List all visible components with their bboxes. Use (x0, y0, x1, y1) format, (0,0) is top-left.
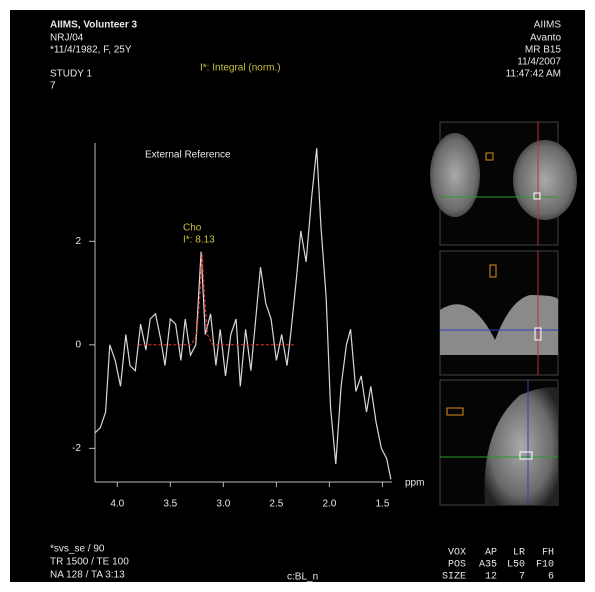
geometry-cell: A35 (479, 560, 497, 571)
x-axis-label: ppm (405, 478, 424, 489)
geometry-cell: AP (485, 548, 497, 559)
annotation: External Reference (145, 150, 231, 161)
screen: ppm External Reference Cho I*: 8.13 I*: … (0, 0, 595, 592)
patient-info: *11/4/1982, F, 25Y (50, 45, 132, 56)
y-tick-label: -2 (72, 443, 81, 454)
patient-name: AIIMS, Volunteer 3 (50, 20, 137, 31)
geometry-cell: POS (448, 560, 466, 571)
geometry-cell: LR (513, 548, 525, 559)
site-info: 11/4/2007 (517, 57, 561, 68)
geometry-cell: FH (542, 548, 554, 559)
geometry-cell: L50 (507, 560, 525, 571)
x-tick-label: 3.0 (216, 499, 230, 510)
image-panel (440, 380, 558, 505)
viewer: ppm External Reference Cho I*: 8.13 I*: … (0, 0, 595, 592)
sequence-info: TR 1500 / TE 100 (50, 557, 129, 568)
integral-label: I*: Integral (norm.) (200, 63, 281, 74)
geometry-cell: SIZE (442, 572, 466, 583)
study-info: STUDY 1 (50, 69, 92, 80)
image-panel (440, 251, 558, 375)
annotation: Cho (183, 223, 202, 234)
geometry-cell: 7 (519, 572, 525, 583)
x-tick-label: 3.5 (163, 499, 177, 510)
site-info: AIIMS (534, 20, 562, 31)
x-tick-label: 2.5 (269, 499, 283, 510)
site-info: Avanto (530, 33, 561, 44)
baseline-info: c:BL_n (287, 572, 318, 583)
sequence-info: NA 128 / TA 3:13 (50, 570, 125, 581)
geometry-cell: VOX (448, 548, 466, 559)
x-tick-label: 1.5 (376, 499, 390, 510)
y-tick-label: 0 (75, 339, 81, 350)
geometry-cell: F10 (536, 560, 554, 571)
study-info: 7 (50, 81, 56, 92)
site-info: MR B15 (525, 45, 562, 56)
annotation: I*: 8.13 (183, 235, 215, 246)
image-panel (430, 122, 577, 245)
site-info: 11:47:42 AM (506, 69, 561, 80)
x-tick-label: 2.0 (322, 499, 336, 510)
geometry-cell: 12 (485, 572, 497, 583)
patient-info: NRJ/04 (50, 33, 84, 44)
x-tick-label: 4.0 (110, 499, 124, 510)
geometry-cell: 6 (548, 572, 554, 583)
sequence-info: *svs_se / 90 (50, 544, 105, 555)
y-tick-label: 2 (75, 236, 81, 247)
